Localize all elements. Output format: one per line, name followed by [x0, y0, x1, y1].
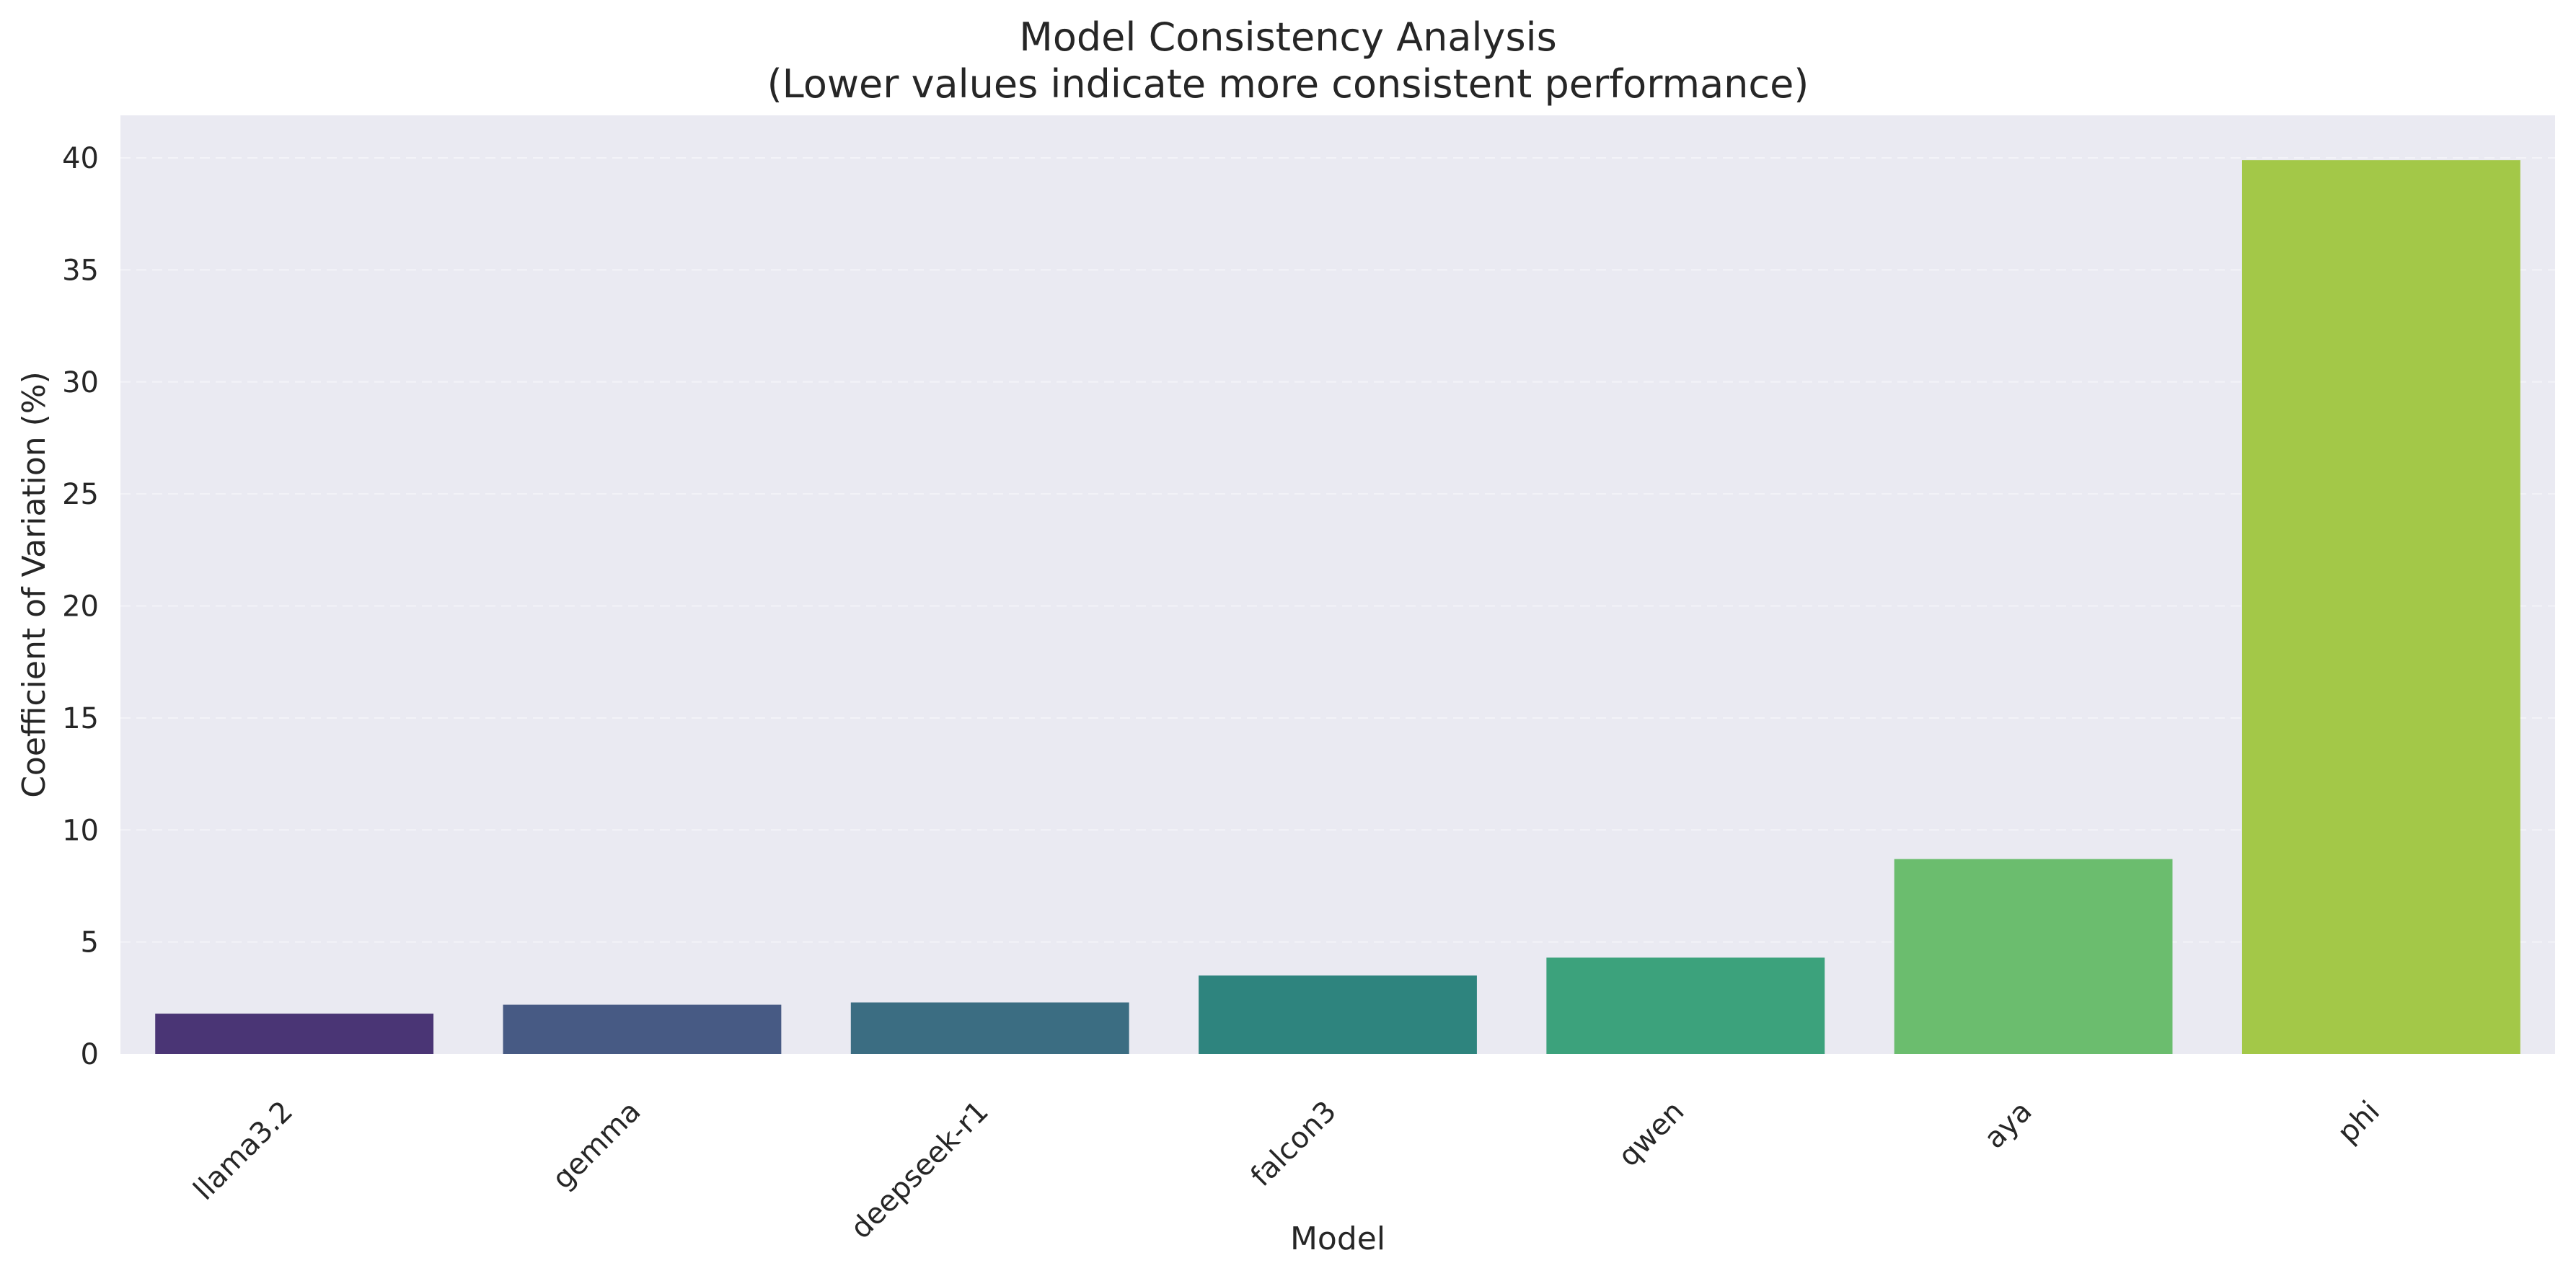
x-axis-label: Model: [1290, 1220, 1385, 1257]
y-tick-label: 10: [62, 814, 99, 847]
bar-qwen: [1546, 957, 1825, 1054]
plot-area: [120, 115, 2555, 1054]
y-tick-label: 20: [62, 590, 99, 624]
x-tick-label: phi: [2332, 1095, 2386, 1150]
bars: [155, 160, 2520, 1055]
grid-lines: [120, 157, 2555, 943]
x-tick-label: llama3.2: [188, 1095, 299, 1207]
y-tick-label: 35: [62, 254, 99, 287]
x-tick-label: gemma: [546, 1095, 647, 1196]
chart-title: Model Consistency Analysis: [1019, 14, 1556, 60]
bar-falcon3: [1199, 975, 1477, 1054]
y-axis-label: Coefficient of Variation (%): [16, 371, 53, 798]
bar-phi: [2241, 160, 2520, 1055]
x-tick-label: aya: [1978, 1095, 2039, 1156]
bar-gemma: [503, 1004, 782, 1054]
y-axis-ticks: 0 5 10 15 20 25 30 35 40: [62, 142, 99, 1071]
x-tick-label: qwen: [1612, 1095, 1690, 1174]
y-tick-label: 5: [81, 926, 99, 960]
y-tick-label: 15: [62, 702, 99, 735]
y-tick-label: 40: [62, 142, 99, 175]
chart-subtitle: (Lower values indicate more consistent p…: [767, 61, 1809, 107]
x-axis-ticks: llama3.2 gemma deepseek-r1 falcon3 qwen aya ph…: [188, 1095, 2386, 1246]
bar-aya: [1894, 859, 2173, 1054]
y-tick-label: 25: [62, 478, 99, 511]
x-tick-label: falcon3: [1245, 1095, 1343, 1193]
y-tick-label: 0: [81, 1038, 99, 1071]
bar-llama3-2: [155, 1014, 434, 1054]
bar-deepseek-r1: [850, 1002, 1129, 1054]
x-tick-label: deepseek-r1: [844, 1095, 995, 1246]
y-tick-label: 30: [62, 366, 99, 399]
